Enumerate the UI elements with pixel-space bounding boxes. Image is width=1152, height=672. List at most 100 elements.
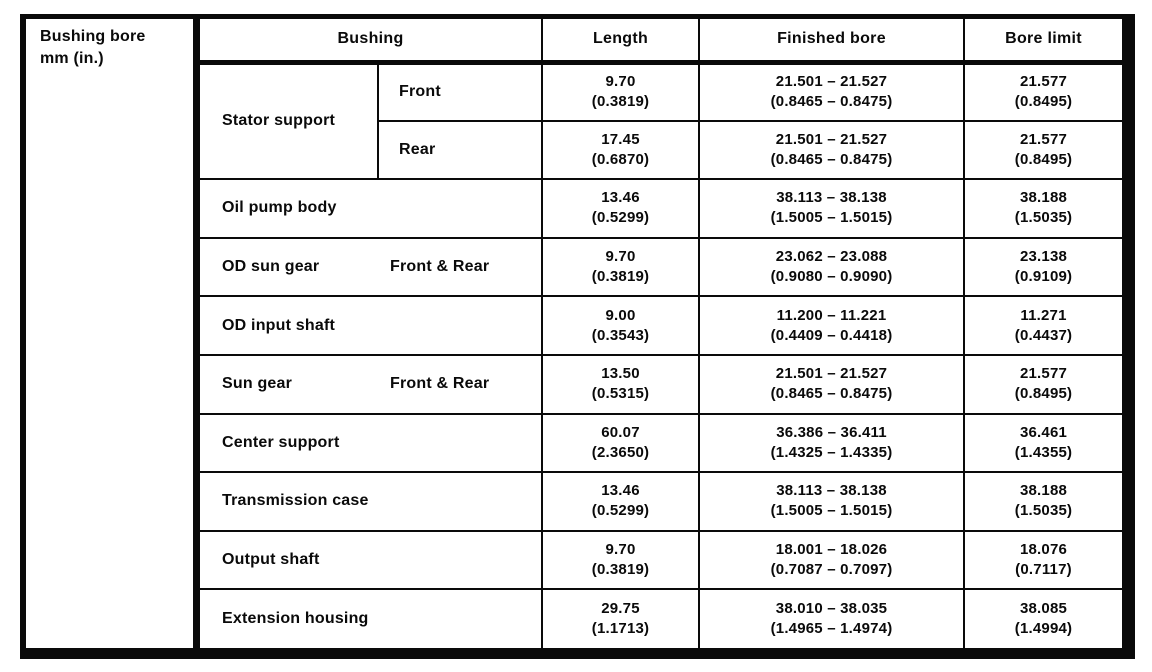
finished-bore-in: (1.5005 – 1.5015) [770, 209, 893, 227]
col-header-length: Length [541, 19, 700, 65]
bore-limit-cell: 21.577 (0.8495) [963, 119, 1122, 181]
bushing-name: OD input shaft [200, 295, 543, 356]
bushing-name: Output shaft [200, 529, 543, 591]
finished-bore-in: (1.4325 – 1.4335) [770, 443, 893, 461]
finished-bore-in: (0.8465 – 0.8475) [770, 150, 893, 168]
bore-limit-mm: 38.188 [1019, 189, 1068, 207]
bore-limit-cell: 11.271 (0.4437) [963, 295, 1122, 356]
finished-bore-mm: 23.062 – 23.088 [775, 248, 888, 266]
bore-limit-cell: 23.138 (0.9109) [963, 236, 1122, 298]
bore-limit-in: (0.8495) [1014, 385, 1073, 403]
length-in: (2.3650) [591, 443, 650, 461]
length-cell: 9.70 (0.3819) [541, 236, 700, 298]
col-header-bore-limit: Bore limit [963, 19, 1122, 65]
table-row-od-input-shaft: OD input shaft 9.00 (0.3543) 11.200 – 11… [200, 295, 1122, 356]
bore-limit-in: (1.4994) [1014, 620, 1073, 638]
bushing-name-cell: Sun gear Front & Rear [200, 353, 543, 415]
table-row-od-sun-gear: OD sun gear Front & Rear 9.70 (0.3819) 2… [200, 236, 1122, 298]
bushing-name: Transmission case [200, 471, 543, 532]
bore-limit-in: (0.4437) [1014, 326, 1073, 344]
finished-bore-cell: 21.501 – 21.527 (0.8465 – 0.8475) [698, 61, 965, 122]
bore-limit-in: (1.5035) [1014, 209, 1073, 227]
finished-bore-mm: 21.501 – 21.527 [775, 73, 888, 91]
header-row: Bushing Length Finished bore Bore limit [200, 19, 1122, 65]
length-cell: 13.50 (0.5315) [541, 353, 700, 415]
finished-bore-in: (0.7087 – 0.7097) [770, 561, 893, 579]
length-cell: 60.07 (2.3650) [541, 412, 700, 474]
bushing-name: Extension housing [200, 588, 543, 648]
length-mm: 13.50 [601, 365, 640, 383]
length-in: (0.5315) [591, 385, 650, 403]
bore-limit-mm: 23.138 [1019, 248, 1068, 266]
bore-limit-cell: 38.085 (1.4994) [963, 588, 1122, 648]
col-header-finished-bore: Finished bore [698, 19, 965, 65]
table-title-line2: mm (in.) [40, 50, 104, 67]
table-title: Bushing bore mm (in.) [26, 19, 200, 648]
col-header-bushing: Bushing [200, 19, 543, 65]
length-in: (0.3819) [591, 561, 650, 579]
table-row-stator-front: Stator support Front 9.70 (0.3819) 21.50… [200, 60, 1122, 181]
finished-bore-cell: 38.113 – 38.138 (1.5005 – 1.5015) [698, 178, 965, 239]
length-in: (0.5299) [591, 209, 650, 227]
bushing-position: Front & Rear [390, 375, 490, 393]
finished-bore-cell: 23.062 – 23.088 (0.9080 – 0.9090) [698, 236, 965, 298]
length-in: (0.3819) [591, 268, 650, 286]
finished-bore-in: (0.8465 – 0.8475) [770, 385, 893, 403]
bushing-name: OD sun gear [222, 258, 320, 276]
length-mm: 60.07 [601, 423, 640, 441]
finished-bore-mm: 38.113 – 38.138 [776, 482, 887, 500]
bore-limit-cell: 38.188 (1.5035) [963, 471, 1122, 532]
bore-limit-in: (1.4355) [1014, 443, 1073, 461]
bore-limit-in: (1.5035) [1014, 502, 1073, 520]
length-in: (0.6870) [591, 150, 650, 168]
bushing-name: Oil pump body [200, 178, 543, 239]
bore-limit-cell: 21.577 (0.8495) [963, 61, 1122, 122]
bore-limit-mm: 36.461 [1019, 423, 1068, 441]
bore-limit-in: (0.8495) [1014, 93, 1073, 111]
finished-bore-in: (0.4409 – 0.4418) [770, 326, 893, 344]
bore-limit-cell: 38.188 (1.5035) [963, 178, 1122, 239]
length-cell: 13.46 (0.5299) [541, 178, 700, 239]
table-row-oil-pump-body: Oil pump body 13.46 (0.5299) 38.113 – 38… [200, 178, 1122, 239]
finished-bore-cell: 11.200 – 11.221 (0.4409 – 0.4418) [698, 295, 965, 356]
table-row-extension-housing: Extension housing 29.75 (1.1713) 38.010 … [200, 588, 1122, 648]
bore-limit-mm: 38.085 [1019, 600, 1068, 618]
length-in: (1.1713) [591, 620, 650, 638]
length-mm: 17.45 [601, 130, 640, 148]
table-row-center-support: Center support 60.07 (2.3650) 36.386 – 3… [200, 412, 1122, 474]
bore-limit-cell: 18.076 (0.7117) [963, 529, 1122, 591]
finished-bore-cell: 21.501 – 21.527 (0.8465 – 0.8475) [698, 353, 965, 415]
bushing-name: Sun gear [222, 375, 293, 393]
finished-bore-cell: 38.010 – 38.035 (1.4965 – 1.4974) [698, 588, 965, 648]
table-row-output-shaft: Output shaft 9.70 (0.3819) 18.001 – 18.0… [200, 529, 1122, 591]
finished-bore-cell: 36.386 – 36.411 (1.4325 – 1.4335) [698, 412, 965, 474]
table-row-stator-rear: Rear 17.45 (0.6870) 21.501 – 21.527 (0.8… [200, 119, 1122, 181]
length-cell: 9.00 (0.3543) [541, 295, 700, 356]
finished-bore-in: (0.9080 – 0.9090) [770, 268, 893, 286]
length-mm: 13.46 [601, 482, 640, 500]
bushing-name: Stator support [200, 60, 379, 181]
length-cell: 9.70 (0.3819) [541, 529, 700, 591]
finished-bore-mm: 18.001 – 18.026 [775, 541, 888, 559]
finished-bore-cell: 18.001 – 18.026 (0.7087 – 0.7097) [698, 529, 965, 591]
finished-bore-cell: 38.113 – 38.138 (1.5005 – 1.5015) [698, 471, 965, 532]
bore-limit-cell: 21.577 (0.8495) [963, 353, 1122, 415]
bushing-position: Front [377, 61, 543, 122]
finished-bore-in: (0.8465 – 0.8475) [770, 93, 893, 111]
finished-bore-mm: 21.501 – 21.527 [775, 130, 888, 148]
bore-limit-mm: 11.271 [1020, 306, 1067, 324]
bushing-position: Rear [378, 119, 543, 181]
spec-table-frame: Bushing bore mm (in.) Bushing Length Fin… [20, 14, 1135, 659]
bore-limit-mm: 18.076 [1019, 541, 1068, 559]
finished-bore-mm: 11.200 – 11.221 [776, 306, 887, 324]
finished-bore-mm: 38.010 – 38.035 [775, 600, 888, 618]
length-mm: 9.00 [605, 306, 636, 324]
length-mm: 9.70 [605, 248, 636, 266]
bushing-position: Front & Rear [390, 258, 490, 276]
finished-bore-in: (1.4965 – 1.4974) [770, 620, 893, 638]
bore-limit-mm: 21.577 [1019, 365, 1068, 383]
length-cell: 17.45 (0.6870) [541, 119, 700, 181]
finished-bore-cell: 21.501 – 21.527 (0.8465 – 0.8475) [698, 119, 965, 181]
bore-limit-mm: 38.188 [1019, 482, 1068, 500]
bore-limit-in: (0.7117) [1015, 561, 1072, 579]
